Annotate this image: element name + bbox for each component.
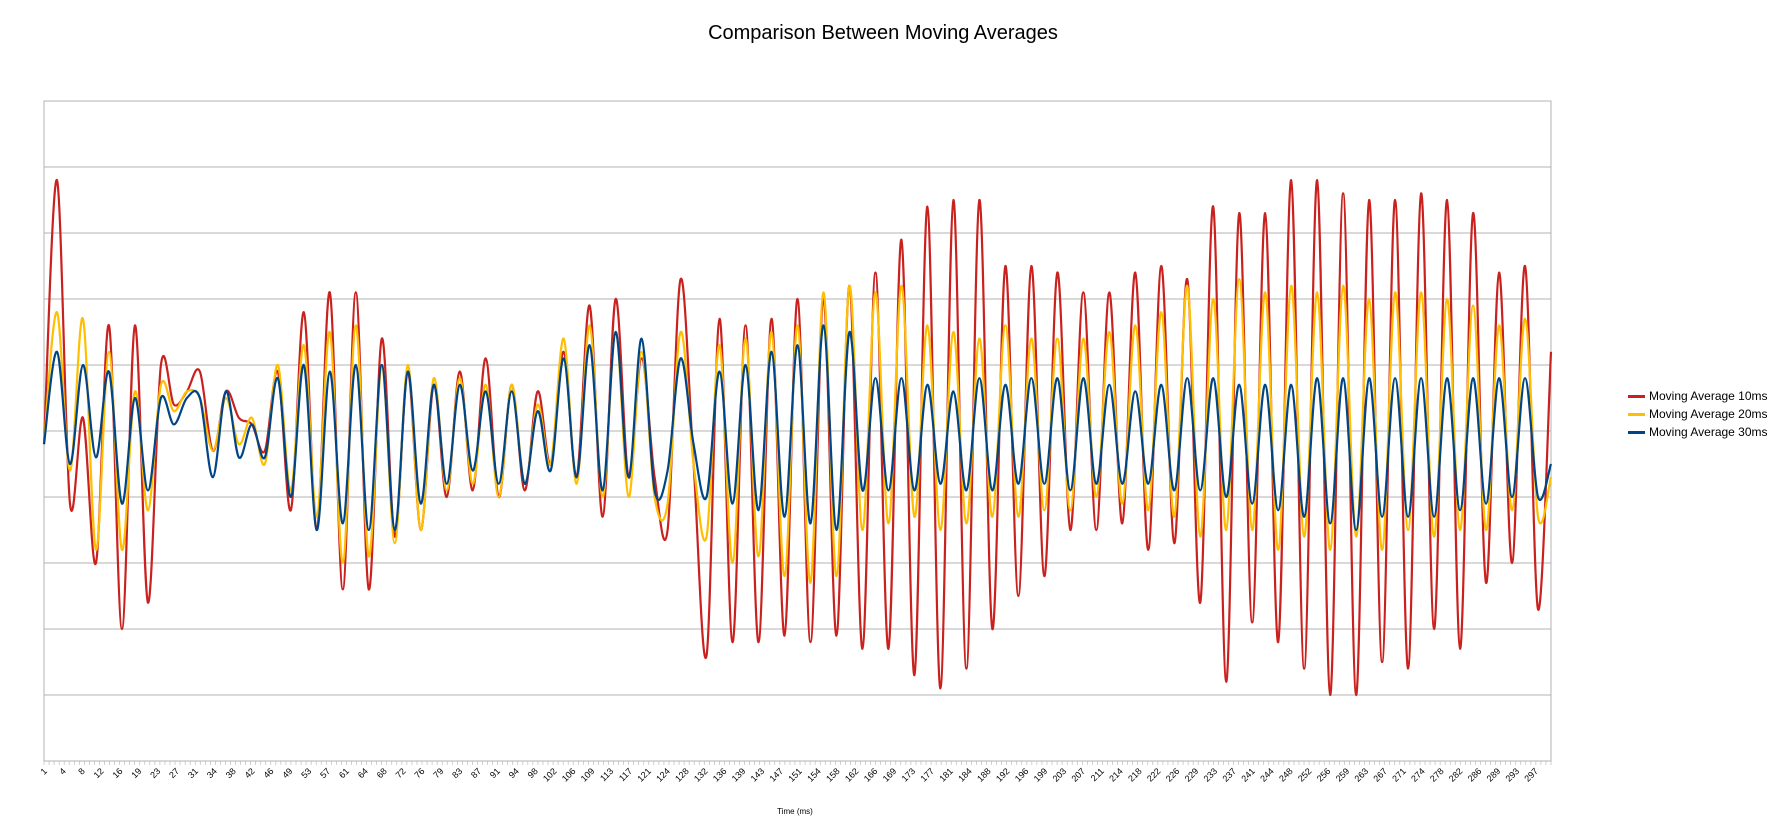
x-tick-label: 252 bbox=[1296, 766, 1314, 784]
x-tick-label: 143 bbox=[749, 766, 767, 784]
x-tick-label: 72 bbox=[394, 766, 408, 780]
x-tick-label: 94 bbox=[507, 766, 521, 780]
x-tick-label: 117 bbox=[617, 766, 634, 783]
x-tick-label: 113 bbox=[598, 766, 615, 783]
x-tick-label: 151 bbox=[786, 766, 804, 784]
x-tick-label: 188 bbox=[975, 766, 993, 784]
x-tick-label: 211 bbox=[1089, 766, 1106, 783]
x-tick-label: 278 bbox=[1428, 766, 1446, 784]
x-tick-label: 173 bbox=[900, 766, 918, 784]
series-line-ma20 bbox=[42, 278, 1553, 584]
x-tick-label: 34 bbox=[205, 766, 219, 780]
x-tick-label: 64 bbox=[356, 766, 370, 780]
x-tick-label: 38 bbox=[224, 766, 238, 780]
x-tick-label: 233 bbox=[1202, 766, 1220, 784]
x-tick-label: 282 bbox=[1447, 766, 1465, 784]
x-tick-label: 259 bbox=[1334, 766, 1352, 784]
x-tick-label: 154 bbox=[805, 766, 823, 784]
x-tick-label: 128 bbox=[673, 766, 691, 784]
x-tick-label: 76 bbox=[412, 766, 426, 780]
x-tick-label: 98 bbox=[526, 766, 540, 780]
x-tick-label: 136 bbox=[711, 766, 729, 784]
x-tick-label: 83 bbox=[450, 766, 464, 780]
x-tick-label: 1 bbox=[38, 766, 49, 777]
x-tick-label: 79 bbox=[431, 766, 445, 780]
x-tick-label: 16 bbox=[110, 766, 124, 780]
legend-label-ma30: Moving Average 30ms bbox=[1649, 425, 1768, 439]
x-tick-label: 289 bbox=[1485, 766, 1503, 784]
x-tick-label: 124 bbox=[654, 766, 672, 784]
x-tick-label: 203 bbox=[1051, 766, 1069, 784]
x-tick-label: 169 bbox=[881, 766, 899, 784]
x-tick-label: 286 bbox=[1466, 766, 1484, 784]
x-tick-label: 166 bbox=[862, 766, 880, 784]
x-tick-label: 57 bbox=[318, 766, 332, 780]
x-tick-label: 181 bbox=[937, 766, 955, 784]
x-tick-label: 271 bbox=[1390, 766, 1408, 784]
legend-item-ma10: Moving Average 10ms bbox=[1628, 387, 1768, 405]
x-tick-label: 263 bbox=[1353, 766, 1371, 784]
x-tick-label: 31 bbox=[186, 766, 200, 780]
x-tick-label: 244 bbox=[1258, 766, 1276, 784]
x-tick-label: 256 bbox=[1315, 766, 1333, 784]
x-tick-label: 192 bbox=[994, 766, 1012, 784]
x-tick-label: 241 bbox=[1239, 766, 1257, 784]
x-tick-label: 218 bbox=[1126, 766, 1144, 784]
x-tick-label: 147 bbox=[767, 766, 785, 784]
x-tick-label: 53 bbox=[299, 766, 313, 780]
legend-item-ma20: Moving Average 20ms bbox=[1628, 405, 1768, 423]
x-tick-label: 132 bbox=[692, 766, 710, 784]
legend: Moving Average 10ms Moving Average 20ms … bbox=[1628, 387, 1768, 441]
legend-swatch-ma20 bbox=[1628, 412, 1645, 416]
x-tick-label: 267 bbox=[1371, 766, 1389, 784]
x-tick-label: 4 bbox=[57, 766, 68, 777]
x-tick-label: 207 bbox=[1069, 766, 1087, 784]
legend-swatch-ma10 bbox=[1628, 394, 1645, 398]
x-axis-tick-labels: 1 4 8 12 16 19 23 27 31 34 38 42 46 49 53 57 61 64 68 72 76 7… bbox=[38, 766, 1540, 784]
series-line-ma30 bbox=[42, 324, 1553, 532]
legend-item-ma30: Moving Average 30ms bbox=[1628, 423, 1768, 441]
series-lines bbox=[42, 179, 1553, 697]
x-tick-label: 19 bbox=[129, 766, 143, 780]
x-tick-label: 158 bbox=[824, 766, 842, 784]
legend-label-ma10: Moving Average 10ms bbox=[1649, 389, 1768, 403]
x-tick-label: 109 bbox=[579, 766, 597, 784]
x-tick-label: 102 bbox=[541, 766, 559, 784]
x-tick-label: 27 bbox=[167, 766, 181, 780]
x-tick-label: 297 bbox=[1522, 766, 1540, 784]
x-tick-label: 229 bbox=[1183, 766, 1201, 784]
x-tick-label: 199 bbox=[1032, 766, 1050, 784]
x-tick-label: 214 bbox=[1107, 766, 1125, 784]
legend-label-ma20: Moving Average 20ms bbox=[1649, 407, 1768, 421]
x-tick-label: 184 bbox=[956, 766, 974, 784]
x-tick-label: 68 bbox=[375, 766, 389, 780]
x-tick-label: 87 bbox=[469, 766, 483, 780]
x-tick-label: 106 bbox=[560, 766, 578, 784]
x-tick-label: 42 bbox=[243, 766, 257, 780]
chart-title: Comparison Between Moving Averages bbox=[708, 22, 1058, 44]
x-tick-label: 177 bbox=[918, 766, 936, 784]
x-tick-label: 226 bbox=[1164, 766, 1182, 784]
x-tick-label: 121 bbox=[635, 766, 653, 784]
x-tick-label: 61 bbox=[337, 766, 351, 780]
x-tick-label: 293 bbox=[1504, 766, 1522, 784]
x-tick-label: 139 bbox=[730, 766, 748, 784]
legend-swatch-ma30 bbox=[1628, 430, 1645, 434]
x-tick-label: 12 bbox=[92, 766, 106, 780]
x-axis-ticks bbox=[43, 761, 1552, 765]
x-tick-label: 274 bbox=[1409, 766, 1427, 784]
x-tick-label: 248 bbox=[1277, 766, 1295, 784]
x-tick-label: 237 bbox=[1220, 766, 1238, 784]
x-tick-label: 196 bbox=[1013, 766, 1031, 784]
x-tick-label: 91 bbox=[488, 766, 502, 780]
x-tick-label: 23 bbox=[148, 766, 162, 780]
x-tick-label: 8 bbox=[76, 766, 87, 777]
x-tick-label: 162 bbox=[843, 766, 861, 784]
x-axis-label: Time (ms) bbox=[777, 807, 813, 816]
x-tick-label: 46 bbox=[261, 766, 275, 780]
x-tick-label: 49 bbox=[280, 766, 294, 780]
x-tick-label: 222 bbox=[1145, 766, 1163, 784]
